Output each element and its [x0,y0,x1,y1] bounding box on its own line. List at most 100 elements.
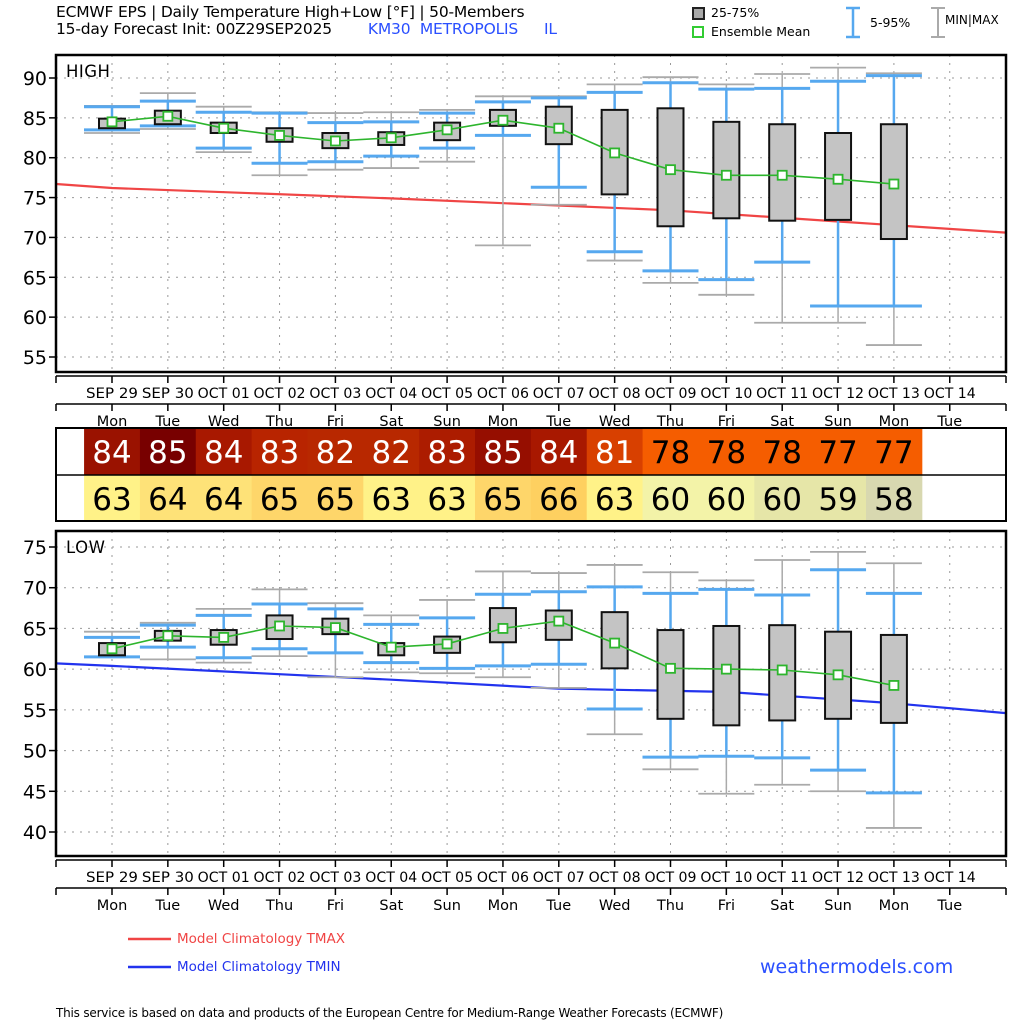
weekday-label: Sun [433,414,461,430]
date-label: OCT 11 [756,870,808,886]
weekday-label: Wed [208,414,240,430]
box-legend-label: 25-75% [711,5,760,20]
tmax-legend-label: Model Climatology TMAX [177,931,345,947]
table-value-low: 64 [148,482,187,518]
date-label: OCT 01 [198,870,250,886]
weekday-label: Tue [936,898,962,914]
table-value-low: 60 [651,482,690,518]
date-label: OCT 02 [254,386,306,402]
table-cell-high [139,428,197,475]
ensemble-mean-marker [497,623,509,634]
date-label: OCT 09 [645,386,697,402]
y-tick-label: 45 [23,781,47,803]
summary-table: 84 85 84 83 82 82 83 85 84 81 78 78 78 77 77 63 64 64 65 65… [55,427,1007,522]
y-tick-label: 75 [23,188,47,210]
ensemble-mean-marker [609,637,621,649]
table-value-low: 64 [204,482,243,518]
table-cell-high [363,428,420,475]
weekday-label: Tue [936,414,962,430]
table-value-high: 78 [762,435,801,471]
box-day-11 [698,83,755,296]
weekday-label: Sat [379,414,403,430]
ensemble-mean-marker [553,122,565,134]
date-label: SEP 29 [86,386,138,402]
box-day-6 [419,108,476,163]
date-label: OCT 05 [421,870,473,886]
y-tick-label: 70 [23,227,47,249]
table-cell-high [698,428,755,475]
date-label: OCT 08 [589,386,641,402]
weekday-label: Wed [208,898,240,914]
box-day-14 [865,562,922,829]
ensemble-mean-marker [720,663,732,675]
iqr-box [879,633,908,724]
date-axis: SEP 29 Mon SEP 30 Tue OCT 01 Wed OCT 02 Thu OCT … [55,859,1007,914]
table-value-low: 63 [372,482,411,518]
weekday-label: Thu [656,898,684,914]
weekday-label: Wed [599,414,631,430]
ensemble-mean-marker [776,664,788,676]
brand-link[interactable]: weathermodels.com [760,956,954,978]
ensemble-mean-marker [888,178,900,190]
table-cell-low [419,475,476,521]
table-value-low: 63 [595,482,634,518]
weekday-label: Sun [824,898,852,914]
ensemble-mean-marker [162,110,174,122]
weekday-label: Mon [879,898,910,914]
date-label: OCT 07 [533,386,585,402]
table-value-low: 60 [707,482,746,518]
table-cell-low [530,475,588,521]
ensemble-mean-marker [106,643,118,655]
weekday-label: Thu [656,414,684,430]
date-label: OCT 02 [254,870,306,886]
y-tick-label: 55 [23,700,47,722]
date-label: OCT 13 [868,870,920,886]
date-label: OCT 04 [365,386,417,402]
station-state: IL [544,20,557,38]
weekday-label: Thu [265,898,293,914]
ensemble-mean-marker [888,680,900,691]
table-cell-low [363,475,420,521]
date-label: OCT 07 [533,870,585,886]
weekday-label: Mon [488,414,519,430]
panel-label: LOW [66,538,105,557]
box-day-9 [586,83,643,262]
ensemble-mean-marker [218,122,230,134]
date-label: OCT 10 [700,870,752,886]
table-value-high: 85 [483,435,522,471]
date-label: OCT 14 [924,386,976,402]
weekday-label: Sun [433,898,461,914]
date-label: OCT 03 [309,386,361,402]
climatology-line [55,182,1007,234]
weekday-label: Wed [599,898,631,914]
date-label: SEP 30 [142,870,194,886]
minmax-legend-label: MIN|MAX [945,13,999,27]
ensemble-mean-marker [553,615,565,627]
table-value-low: 66 [539,482,578,518]
box-legend-icon [692,7,705,20]
weekday-label: Sat [770,898,794,914]
ensemble-mean-marker [665,662,676,674]
ensemble-mean-marker [720,169,732,181]
weekday-label: Tue [545,414,571,430]
table-value-low: 59 [818,482,857,518]
y-tick-label: 60 [23,307,47,329]
date-label: OCT 11 [756,386,808,402]
box-day-8 [530,95,587,206]
weekday-label: Mon [879,414,910,430]
table-cell-low [586,475,644,521]
weekday-label: Sun [824,414,852,430]
table-value-high: 78 [651,435,690,471]
weekday-label: Fri [718,898,735,914]
y-tick-label: 55 [23,347,47,369]
whisker-legend-label: 5-95% [870,15,911,30]
date-label: OCT 12 [812,386,864,402]
chart-title: ECMWF EPS | Daily Temperature High+Low [… [56,3,525,21]
y-tick-label: 90 [23,68,47,90]
y-tick-label: 60 [23,659,47,681]
weekday-label: Thu [265,414,293,430]
y-tick-label: 65 [23,267,47,289]
y-tick-label: 40 [23,822,47,844]
table-cell-high [642,428,699,475]
ensemble-mean-marker [274,620,285,632]
